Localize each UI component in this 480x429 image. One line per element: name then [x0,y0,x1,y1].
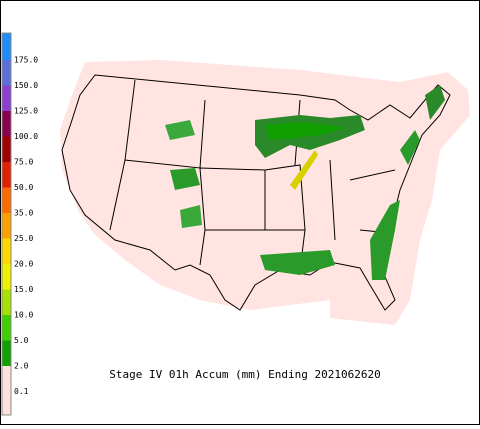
legend-swatch [2,315,11,341]
boundaries [61,74,451,311]
legend-swatch [2,136,11,162]
legend-label: 10.0 [14,311,33,320]
legend-swatch [2,391,11,415]
map-title: Stage IV 01h Accum (mm) Ending 202106262… [109,368,381,381]
legend-border [1,32,12,416]
legend-swatch [2,60,11,86]
legend-swatch [2,213,11,239]
legend-swatch [2,111,11,137]
legend-swatch [2,289,11,315]
legend-label: 175.0 [14,56,38,65]
legend-label: 15.0 [14,285,33,294]
legend-label: 25.0 [14,234,33,243]
legend-swatch [2,187,11,213]
legend-swatch [2,85,11,111]
legend-swatch [2,366,11,392]
legend-swatch [2,340,11,366]
legend: 175.0 150.0 125.0 100.0 75.0 50.0 35.0 25.0 20.0… [1,32,38,416]
precip-areas [165,85,445,280]
legend-label: 100.0 [14,132,38,141]
legend-label: 75.0 [14,158,33,167]
legend-label: 150.0 [14,81,38,90]
legend-label: 20.0 [14,260,33,269]
legend-swatch [2,33,11,60]
legend-label: 0.1 [14,387,29,396]
legend-label: 125.0 [14,107,38,116]
legend-label: 35.0 [14,209,33,218]
legend-label: 2.0 [14,362,29,371]
legend-label: 5.0 [14,336,29,345]
legend-swatch [2,238,11,264]
legend-swatch [2,162,11,188]
legend-swatch [2,264,11,290]
legend-label: 50.0 [14,183,33,192]
